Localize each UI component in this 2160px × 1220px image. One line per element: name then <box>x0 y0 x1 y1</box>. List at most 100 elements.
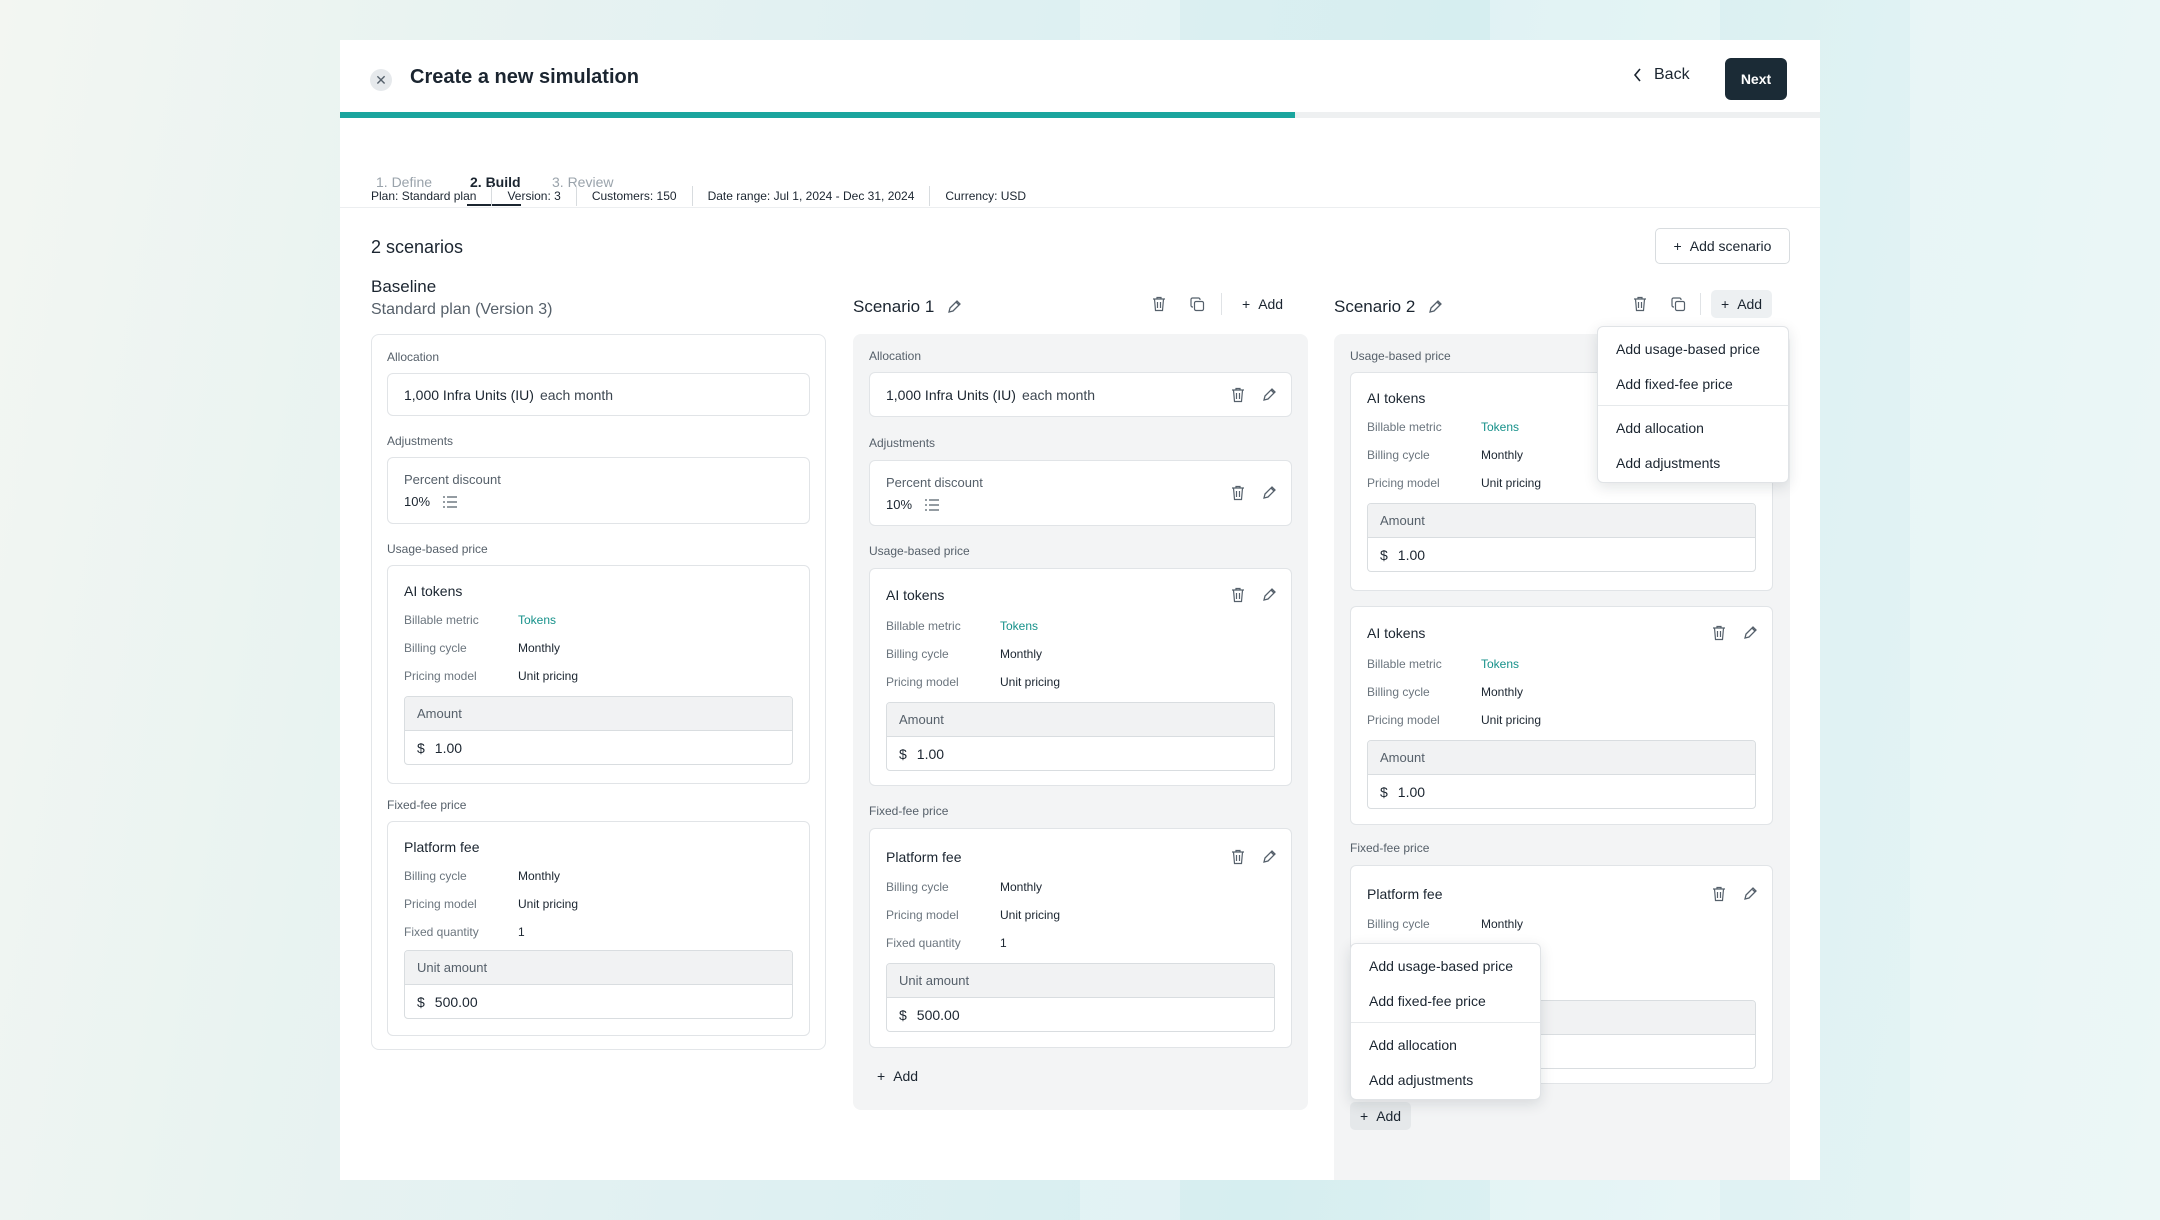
discount-card: Percent discount 10% <box>869 460 1292 526</box>
usage-price-label: Usage-based price <box>387 542 488 556</box>
menu-add-allocation[interactable]: Add allocation <box>1369 1036 1457 1053</box>
menu-add-adjustments[interactable]: Add adjustments <box>1369 1071 1474 1088</box>
baseline-panel: Allocation 1,000 Infra Units (IU) each mo… <box>371 334 826 1050</box>
tab-define[interactable]: 1. Define <box>376 174 433 190</box>
unit-amount-field: Unit amount $500.00 <box>404 950 793 1019</box>
plus-icon: + <box>1360 1108 1369 1124</box>
simulation-window: ✕ Create a new simulation Back Next 1. D… <box>340 40 1820 1180</box>
progress-bar <box>340 112 1820 118</box>
amount-field: Amount $1.00 <box>1367 740 1756 809</box>
trash-icon[interactable] <box>1152 296 1166 312</box>
trash-icon[interactable] <box>1712 886 1726 902</box>
list-icon <box>924 498 940 512</box>
menu-add-usage-price[interactable]: Add usage-based price <box>1369 957 1513 974</box>
baseline-subtitle: Standard plan (Version 3) <box>371 301 553 318</box>
fixed-price-label: Fixed-fee price <box>869 804 949 818</box>
allocation-label: Allocation <box>869 349 922 363</box>
scenario1-panel: Allocation 1,000 Infra Units (IU) each mo… <box>853 334 1308 1110</box>
allocation-suffix: each month <box>539 386 614 403</box>
back-button[interactable]: Back <box>1632 66 1690 84</box>
trash-icon[interactable] <box>1231 587 1245 603</box>
tab-build[interactable]: 2. Build <box>470 174 521 190</box>
discount-label: Percent discount <box>404 472 501 487</box>
baseline-title: Baseline <box>371 277 437 296</box>
scenario2-panel-add-button[interactable]: + Add <box>1350 1102 1412 1130</box>
adjustments-label: Adjustments <box>869 436 936 450</box>
plus-icon: + <box>1242 296 1251 312</box>
unit-amount-field: Unit amount $500.00 <box>886 963 1275 1032</box>
close-button[interactable]: ✕ <box>370 69 392 91</box>
pencil-icon[interactable] <box>1742 625 1758 641</box>
copy-icon[interactable] <box>1190 296 1205 312</box>
fixed-price-label: Fixed-fee price <box>387 798 467 812</box>
trash-icon[interactable] <box>1712 625 1726 641</box>
menu-add-usage-price[interactable]: Add usage-based price <box>1616 340 1760 357</box>
amount-field: Amount $1.00 <box>404 696 793 765</box>
discount-value: 10% <box>404 494 431 509</box>
price-title: Platform fee <box>404 839 480 855</box>
menu-add-fixed-price[interactable]: Add fixed-fee price <box>1369 992 1486 1009</box>
scenario2-header: Scenario 2 <box>1334 297 1443 317</box>
scenario2-add-button[interactable]: + Add <box>1711 290 1773 318</box>
billable-metric-link[interactable]: Tokens <box>1481 420 1520 434</box>
billable-metric-link[interactable]: Tokens <box>518 613 557 627</box>
menu-add-allocation[interactable]: Add allocation <box>1616 419 1704 436</box>
adjustments-label: Adjustments <box>387 434 454 448</box>
plan-meta-bar: Plan: Standard plan Version: 3 Customers… <box>371 186 1041 206</box>
allocation-value: 1,000 Infra Units (IU) <box>404 386 534 403</box>
pencil-icon[interactable] <box>1261 849 1277 865</box>
scenario1-title: Scenario 1 <box>853 297 935 316</box>
billable-metric-link[interactable]: Tokens <box>1000 619 1039 633</box>
allocation-card: 1,000 Infra Units (IU) each month <box>387 373 810 416</box>
add-menu-top: Add usage-based price Add fixed-fee pric… <box>1597 326 1789 483</box>
close-icon: ✕ <box>375 71 387 88</box>
pencil-icon[interactable] <box>1427 299 1443 315</box>
pencil-icon[interactable] <box>946 299 962 315</box>
progress-fill <box>340 112 1295 118</box>
pencil-icon[interactable] <box>1742 886 1758 902</box>
plus-icon: + <box>877 1068 886 1084</box>
fixed-price-label: Fixed-fee price <box>1350 841 1430 855</box>
price-title: AI tokens <box>404 583 463 599</box>
usage-price-card: AI tokens Billable metric Tokens Billing … <box>387 565 810 784</box>
discount-card: Percent discount 10% <box>387 457 810 524</box>
add-scenario-button[interactable]: + Add scenario <box>1655 228 1790 264</box>
scenario-count: 2 scenarios <box>371 237 464 257</box>
usage-price-label: Usage-based price <box>1350 349 1451 363</box>
trash-icon[interactable] <box>1633 296 1647 312</box>
scenario1-toolbar: + Add <box>1152 290 1293 318</box>
meta-version: Version: 3 <box>491 186 575 206</box>
plus-icon: + <box>1721 296 1730 312</box>
billable-metric-link[interactable]: Tokens <box>1481 657 1520 671</box>
pencil-icon[interactable] <box>1261 587 1277 603</box>
amount-field: Amount $1.00 <box>1367 503 1756 572</box>
trash-icon[interactable] <box>1231 485 1245 501</box>
page-title: Create a new simulation <box>410 66 639 88</box>
copy-icon[interactable] <box>1671 296 1686 312</box>
menu-add-fixed-price[interactable]: Add fixed-fee price <box>1616 375 1733 392</box>
scenario1-header: Scenario 1 <box>853 297 962 317</box>
pencil-icon[interactable] <box>1261 387 1277 403</box>
scenario2-title: Scenario 2 <box>1334 297 1416 316</box>
next-button[interactable]: Next <box>1725 58 1787 100</box>
allocation-label: Allocation <box>387 350 440 364</box>
scenario2-toolbar: + Add <box>1633 290 1773 318</box>
trash-icon[interactable] <box>1231 387 1245 403</box>
usage-price-label: Usage-based price <box>869 544 970 558</box>
allocation-card: 1,000 Infra Units (IU) each month <box>869 372 1292 417</box>
tab-review[interactable]: 3. Review <box>552 174 614 190</box>
add-menu-bottom: Add usage-based price Add fixed-fee pric… <box>1350 943 1541 1100</box>
menu-add-adjustments[interactable]: Add adjustments <box>1616 454 1721 471</box>
trash-icon[interactable] <box>1231 849 1245 865</box>
pencil-icon[interactable] <box>1261 485 1277 501</box>
back-label: Back <box>1654 66 1690 83</box>
meta-currency: Currency: USD <box>929 186 1041 206</box>
chevron-left-icon <box>1632 67 1644 83</box>
scenario1-add-button[interactable]: + Add <box>1242 296 1284 312</box>
active-tab-indicator <box>467 204 521 206</box>
meta-date-range: Date range: Jul 1, 2024 - Dec 31, 2024 <box>691 186 930 206</box>
scenario1-panel-add-button[interactable]: + Add <box>877 1068 919 1084</box>
usage-price-card: AI tokens Billable metric Tokens Billing … <box>869 568 1292 786</box>
